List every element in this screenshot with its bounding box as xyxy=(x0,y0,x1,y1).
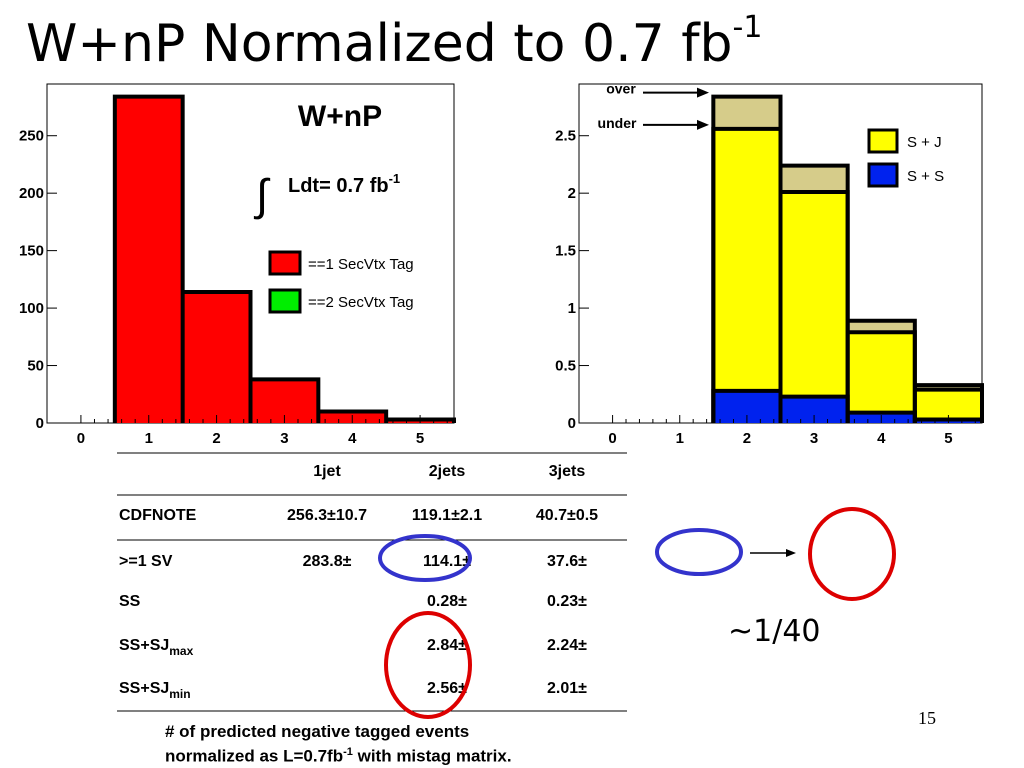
table-cell: 2.24± xyxy=(547,637,587,654)
right-xtick-label: 3 xyxy=(810,430,818,447)
event-table-grid: 1jet 2jets 3jets CDFNOTE 256.3±10.7 119.1±2.1… xyxy=(117,452,627,712)
right-bar-s-j-3 xyxy=(780,192,848,397)
luminosity-annotation-text: Ldt= 0.7 fb xyxy=(288,175,389,197)
right-bar-overflow-5 xyxy=(914,385,982,390)
table-header-2jets: 2jets xyxy=(429,463,466,480)
luminosity-annotation: Ldt= 0.7 fb-1 xyxy=(288,171,400,197)
footnote-line-2a: normalized as L=0.7fb xyxy=(165,746,344,766)
right-xtick-label: 5 xyxy=(944,430,952,447)
table-cell: 40.7±0.5 xyxy=(536,507,598,524)
right-legend-swatch xyxy=(867,128,899,154)
table-row-label: SS+SJmax xyxy=(119,637,194,658)
left-outline-0 xyxy=(112,94,456,423)
right-xtick-label: 2 xyxy=(743,430,751,447)
red-oval-symbol xyxy=(808,507,896,601)
right-outline-2 xyxy=(711,94,984,423)
left-legend-label: ==2 SecVtx Tag xyxy=(308,294,414,311)
table-cell: 256.3±10.7 xyxy=(287,507,367,524)
slide-title-text: W+nP Normalized to 0.7 fb xyxy=(26,14,733,74)
left-ytick-label: 150 xyxy=(19,243,44,260)
table-cell: 2.84± xyxy=(427,637,467,654)
table-cell: 114.1± xyxy=(423,553,471,570)
table-row-label: SS xyxy=(119,593,141,610)
right-xtick-label: 0 xyxy=(608,430,616,447)
left-ytick-label: 250 xyxy=(19,128,44,145)
right-xtick-label: 4 xyxy=(877,430,886,447)
right-arrow-label-under: under xyxy=(598,115,637,131)
footnote-line-2: normalized as L=0.7fb-1 with mistag matr… xyxy=(165,742,512,767)
right-bar-s-j-2 xyxy=(713,128,781,391)
left-legend-swatch xyxy=(268,250,302,276)
right-bar-s-j-5 xyxy=(914,389,982,420)
left-xtick-label: 4 xyxy=(348,430,357,447)
right-outline-0 xyxy=(711,388,984,423)
page-number: 15 xyxy=(918,708,936,728)
right-ytick-label: 2 xyxy=(568,185,576,202)
left-chart-title: W+nP xyxy=(298,100,382,133)
slide-title-sup: -1 xyxy=(732,10,763,45)
right-bar-overflow-3 xyxy=(780,165,848,193)
luminosity-annotation-sup: -1 xyxy=(389,171,401,186)
table-cell: 2.01± xyxy=(547,680,587,697)
table-cell: 119.1±2.1 xyxy=(412,507,482,524)
right-arrow-head xyxy=(697,87,709,98)
ratio-label: ~1/40 xyxy=(728,614,821,649)
left-legend-label: ==1 SecVtx Tag xyxy=(308,256,414,273)
right-ytick-label: 1 xyxy=(568,300,576,317)
right-legend-swatch xyxy=(867,162,899,188)
blue-oval-symbol xyxy=(655,528,743,576)
right-bar-overflow-2 xyxy=(713,96,781,129)
left-xtick-label: 1 xyxy=(145,430,153,447)
right-legend-label: S + J xyxy=(907,134,942,151)
right-bar-s-j-4 xyxy=(847,332,915,413)
footnote-line-2-sup: -1 xyxy=(343,746,353,758)
table-header-1jet: 1jet xyxy=(313,463,341,480)
slide-title: W+nP Normalized to 0.7 fb-1 xyxy=(26,10,762,74)
right-arrow-label-over: over xyxy=(606,81,636,97)
left-xtick-label: 5 xyxy=(416,430,424,447)
table-cell: 283.8± xyxy=(303,553,352,570)
table-row-label: >=1 SV xyxy=(119,553,173,570)
table-cell: 0.28± xyxy=(427,593,467,610)
left-ytick-label: 0 xyxy=(36,415,44,432)
left-ytick-label: 200 xyxy=(19,185,44,202)
integral-symbol: ∫ xyxy=(253,171,271,220)
table-header-3jets: 3jets xyxy=(549,463,586,480)
right-ytick-label: 0 xyxy=(568,415,576,432)
left-bar--1-secvtx-tag-1 xyxy=(114,96,183,423)
footnote-line-1: # of predicted negative tagged events xyxy=(165,722,470,741)
right-ytick-label: 2.5 xyxy=(555,128,576,145)
right-ytick-label: 1.5 xyxy=(555,243,576,260)
left-xtick-label: 2 xyxy=(212,430,220,447)
right-xtick-label: 1 xyxy=(676,430,684,447)
left-bar--1-secvtx-tag-2 xyxy=(182,291,251,423)
table-cell: 37.6± xyxy=(547,553,587,570)
left-ytick-label: 50 xyxy=(27,358,44,375)
event-table: 1jet 2jets 3jets CDFNOTE 256.3±10.7 119.1±2.1… xyxy=(117,452,629,719)
ratio-arrow-head xyxy=(786,549,796,557)
right-ytick-label: 0.5 xyxy=(555,358,576,375)
histogram-sj-ss: 0 1 2 3 4 5 0 0.5 1 1.5 2 2.5 over under S + J S + S xyxy=(555,81,984,447)
right-outline-1 xyxy=(711,126,984,423)
table-row-label: CDFNOTE xyxy=(119,507,197,524)
right-bar-overflow-4 xyxy=(847,320,915,333)
left-legend-swatch xyxy=(268,288,302,314)
right-legend-label: S + S xyxy=(907,168,944,185)
left-xtick-label: 3 xyxy=(280,430,288,447)
left-ytick-label: 100 xyxy=(19,300,44,317)
table-cell: 0.23± xyxy=(547,593,587,610)
table-footnote: # of predicted negative tagged events no… xyxy=(165,722,512,767)
table-row-label: SS+SJmin xyxy=(119,680,191,701)
left-xtick-label: 0 xyxy=(77,430,85,447)
table-cell: 2.56± xyxy=(427,680,467,697)
right-arrow-head xyxy=(697,119,709,130)
footnote-line-2b: with mistag matrix. xyxy=(352,746,512,766)
